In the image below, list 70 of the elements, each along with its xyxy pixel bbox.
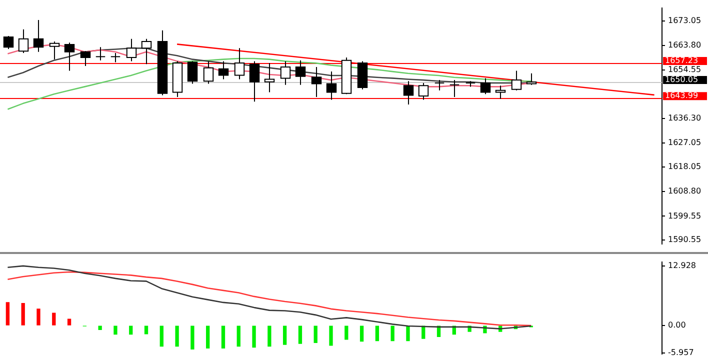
y-tick-label: 1654.55 [668,65,702,74]
y-tick-label: 1636.30 [668,114,702,123]
bar [406,326,410,342]
candlestick [295,60,306,86]
bar [236,326,240,347]
candlestick [3,35,14,50]
bar [6,302,10,326]
bar [282,326,287,345]
candlestick [234,48,245,80]
y-tick-label: 1590.55 [668,235,702,244]
candlestick [49,41,60,60]
bar [36,308,40,326]
candlestick [33,20,44,52]
candlestick [449,80,460,98]
bar [390,326,394,342]
bar [67,318,72,326]
y-tick-label: 1618.05 [668,162,702,172]
candlestick [264,62,275,93]
candlestick [203,60,214,84]
bar [129,326,133,335]
candlestick [326,71,337,100]
candlestick [418,82,429,100]
candlestick [187,60,198,84]
bar [144,326,148,334]
candlestick [218,60,229,80]
y-tick-label: 0.00 [668,320,686,330]
bar [268,326,272,347]
candlestick [80,50,91,66]
bar [298,326,302,344]
y-tick-label: 1599.55 [668,211,702,220]
candlestick [403,80,414,105]
candlestick [511,70,522,91]
y-tick-label: 1627.05 [668,138,702,148]
bar [160,326,164,347]
bar [21,303,25,326]
bar [98,326,102,330]
y-tick-label: 12.928 [668,260,696,270]
bar [360,326,364,342]
candlestick [311,66,322,98]
candlestick [280,60,291,86]
y-tick-label: 1608.80 [668,186,702,196]
ref-line-label: 1657.23 [665,56,698,66]
bar [344,326,348,340]
candlestick [18,28,29,54]
candlestick [480,78,491,95]
candlestick [526,72,537,86]
bar [314,326,318,343]
bar [375,326,380,342]
candlestick [495,85,506,100]
ref-line-label: 1650.05 [665,75,698,84]
candlestick [110,52,121,63]
bar [52,312,56,326]
y-tick-label: -5.957 [668,348,694,358]
bar [206,326,210,349]
bar [252,326,256,348]
bar [221,326,226,349]
ref-line-label: 1643.99 [665,91,698,100]
y-tick-label: 1663.80 [668,40,702,50]
bar [114,326,118,335]
candlestick [434,80,445,91]
y-tick-label: 1673.05 [668,16,702,26]
candlestick [64,42,75,72]
bar [175,326,179,347]
candlestick [126,38,137,62]
bar [422,326,426,339]
candlestick [95,46,106,61]
candlestick [249,60,260,102]
bar [329,326,333,346]
candlestick [141,38,152,65]
bar [190,326,194,350]
